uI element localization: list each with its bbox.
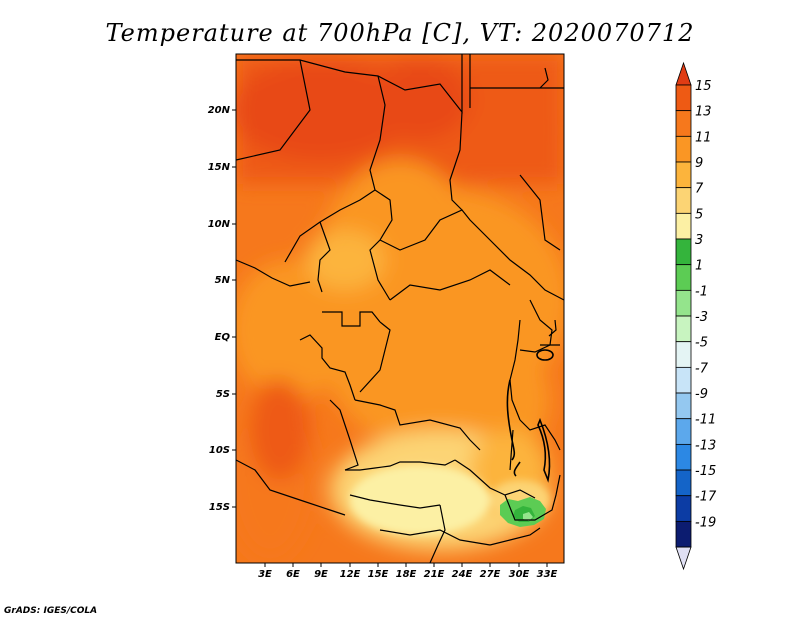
latitude-axis: 20N 15N 10N 5N EQ 5S 10S 15S [208,105,236,513]
longitude-axis: 3E 6E 9E 12E 15E 18E 21E 24E 27E 30E 33E [258,563,558,580]
colorbar-bottom-arrow [675,546,692,571]
lon-tick-label: 15E [368,569,389,580]
colorbar-top-arrow [675,61,692,86]
lat-tick-label: 20N [208,105,231,116]
colorbar-label: 9 [695,156,703,171]
colorbar-label: -15 [695,464,716,479]
colorbar-label: 13 [695,105,712,120]
map-title: Temperature at 700hPa [C], VT: 202007071… [106,19,695,47]
colorbar: 15 13 11 9 7 5 3 1 -1 -3 -5 -7 -9 -11 -13 -15 -17 -19 [675,61,717,571]
lat-tick-label: 5S [216,389,230,400]
colorbar-swatch [675,135,692,163]
country-borders [236,54,564,563]
lon-tick-label: 21E [424,569,445,580]
colorbar-swatch [675,341,692,368]
colorbar-label: -11 [695,413,716,428]
colorbar-label: 1 [695,259,703,274]
colorbar-label: -3 [695,310,708,325]
colorbar-swatch [675,469,692,497]
lat-tick-label: 5N [215,275,231,286]
colorbar-label: 3 [695,233,703,248]
colorbar-swatch [675,212,692,240]
colorbar-label: 7 [695,182,704,197]
colorbar-swatch [675,110,692,137]
lon-tick-label: 18E [396,569,417,580]
colorbar-label: -19 [695,515,716,530]
lat-tick-label: 10N [208,219,231,230]
colorbar-swatch [675,289,692,317]
colorbar-swatch [675,187,692,214]
grads-credit: GrADS: IGES/COLA [4,606,97,616]
lon-tick-label: 9E [314,569,328,580]
lon-tick-label: 33E [537,569,558,580]
lon-tick-label: 24E [452,569,473,580]
colorbar-swatch [675,161,692,189]
lat-tick-label: 15N [208,162,231,173]
colorbar-label: 15 [695,79,712,94]
colorbar-swatch [675,366,692,394]
lon-tick-label: 3E [258,569,272,580]
colorbar-label: -17 [695,490,717,505]
lon-tick-label: 6E [286,569,300,580]
lat-tick-label: 15S [209,502,230,513]
lon-tick-label: 30E [509,569,530,580]
colorbar-label: 5 [695,207,703,222]
colorbar-label: -5 [695,336,708,351]
lon-tick-label: 27E [480,569,501,580]
colorbar-swatch [675,315,692,343]
colorbar-label: -1 [695,284,708,299]
colorbar-swatch [675,238,692,266]
colorbar-swatch [675,443,692,471]
colorbar-label: 11 [695,130,712,145]
colorbar-swatch [675,418,692,445]
map-frame [235,53,565,564]
colorbar-swatch [675,264,692,291]
lakes [506,349,554,483]
temperature-field [236,54,564,563]
colorbar-label: -7 [695,361,709,376]
lat-tick-label: 10S [209,445,230,456]
lat-tick-label: EQ [215,332,231,343]
colorbar-label: -13 [695,438,716,453]
colorbar-swatch [675,84,692,112]
colorbar-label: -9 [695,387,708,402]
colorbar-swatch [675,392,692,420]
colorbar-swatch [675,520,692,548]
colorbar-swatch [675,495,692,522]
lon-tick-label: 12E [340,569,361,580]
